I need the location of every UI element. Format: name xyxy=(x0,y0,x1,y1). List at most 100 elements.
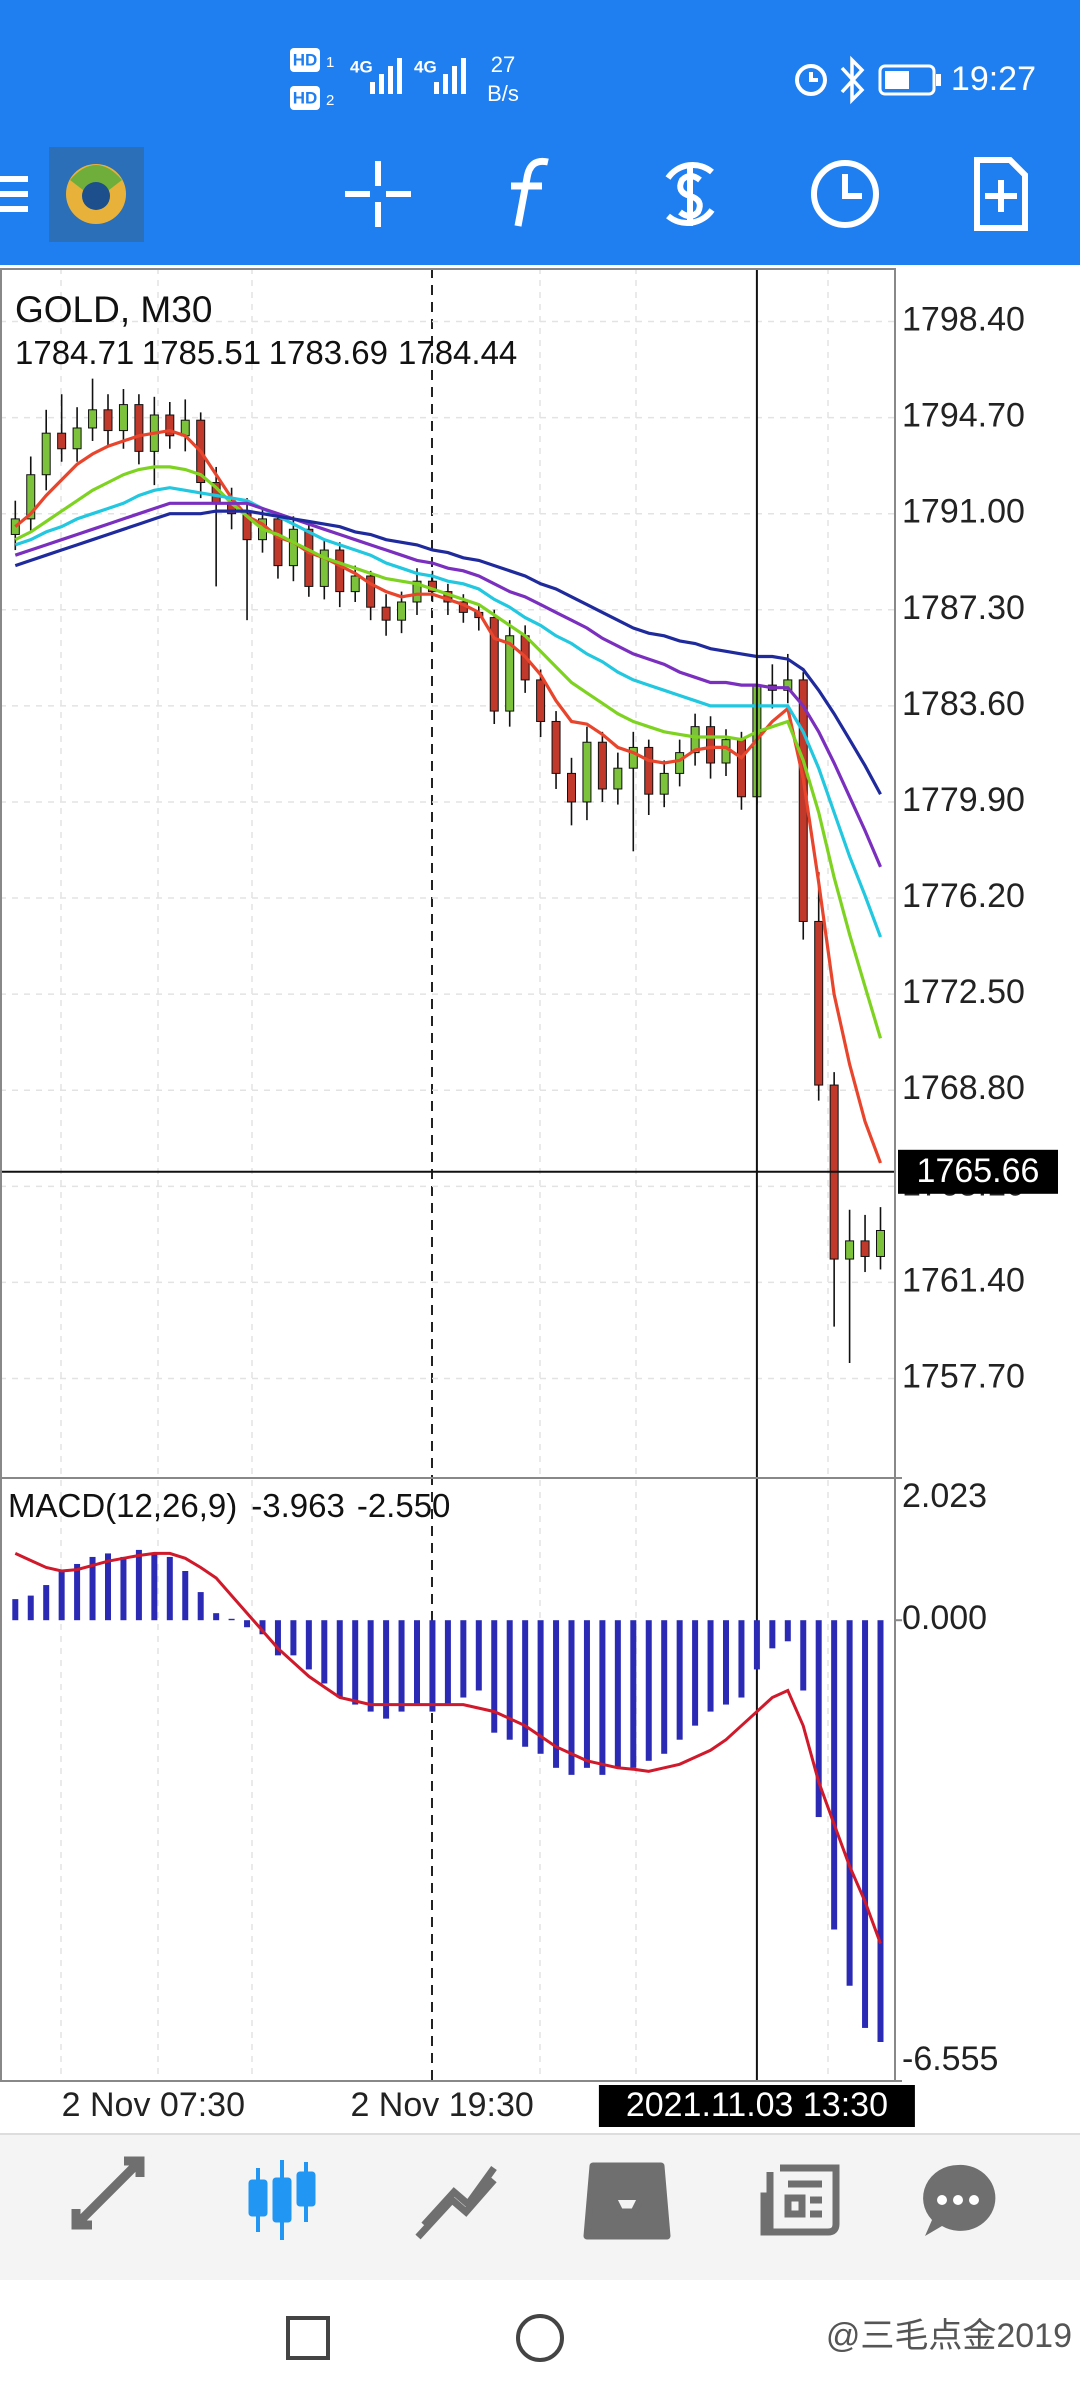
candle-body xyxy=(783,679,793,691)
trade-button[interactable] xyxy=(665,162,715,226)
candle-body xyxy=(845,1240,855,1260)
macd-bar xyxy=(444,1620,451,1705)
macd-bar xyxy=(274,1620,281,1656)
macd-bar xyxy=(614,1620,621,1768)
ohlc-value: 1785.51 xyxy=(142,334,260,371)
y-tick-label: 0.000 xyxy=(902,1599,987,1637)
macd-bar xyxy=(815,1620,822,1818)
y-tick-label: 1783.60 xyxy=(902,685,1025,723)
plot-layer: 1798.40 1794.70 1791.00 1787.30 1783.60 1779.… xyxy=(0,268,1058,2127)
app-bar xyxy=(0,0,1080,265)
history-tab[interactable] xyxy=(583,2162,671,2240)
candle-body xyxy=(597,741,607,790)
macd-bar xyxy=(290,1620,297,1656)
macd-bar xyxy=(645,1620,652,1761)
y-tick-label: 1779.90 xyxy=(902,781,1025,819)
sim-badge xyxy=(290,86,320,110)
clock: 19:27 xyxy=(951,60,1036,98)
status-bar: HD 1 HD 2 4G 4G 27 B/s 19:27 xyxy=(290,48,1036,110)
macd-bar xyxy=(429,1620,436,1712)
macd-bar xyxy=(568,1620,575,1775)
y-tick-label: 1787.30 xyxy=(902,589,1025,627)
macd-bar xyxy=(89,1556,96,1621)
candle-body xyxy=(721,739,731,764)
chart-background xyxy=(0,268,1080,2134)
candle-body xyxy=(242,513,252,541)
app-logo[interactable] xyxy=(49,147,144,242)
candle-body xyxy=(41,432,51,476)
chart-tab[interactable] xyxy=(248,2160,316,2240)
macd-bar xyxy=(244,1620,251,1628)
macd-bar xyxy=(197,1592,204,1621)
network-label: 4G xyxy=(414,57,437,76)
recents-button[interactable] xyxy=(286,2316,330,2360)
battery-icon xyxy=(878,64,941,96)
macd-bar xyxy=(182,1571,189,1621)
crosshair-button[interactable] xyxy=(345,161,411,227)
candle-body xyxy=(134,404,144,452)
speed-value: 27 xyxy=(491,52,515,77)
x-tick-label: 2 Nov 19:30 xyxy=(350,2086,533,2124)
candle-body xyxy=(582,741,592,803)
candle-body xyxy=(675,752,685,774)
macd-bar xyxy=(460,1620,467,1698)
signal-value: -2.550 xyxy=(357,1487,451,1524)
indicator-name: MACD(12,26,9) xyxy=(8,1487,237,1524)
macd-bar xyxy=(522,1620,529,1747)
alarm-icon xyxy=(795,64,827,96)
chart-title: GOLD, M30 xyxy=(15,289,212,330)
y-tick-label: 1794.70 xyxy=(902,397,1025,435)
y-tick-label: 2.023 xyxy=(902,1477,987,1515)
candle-body xyxy=(88,409,98,429)
time-label-box xyxy=(598,2085,915,2127)
y-tick-label: 1761.40 xyxy=(902,1261,1025,1299)
new-order-button[interactable] xyxy=(974,157,1028,231)
macd-bar xyxy=(12,1599,19,1621)
macd-bar xyxy=(352,1620,359,1705)
chat-tab[interactable] xyxy=(923,2164,996,2236)
trade-tab[interactable] xyxy=(415,2165,497,2240)
macd-bar xyxy=(120,1556,127,1621)
candle-body xyxy=(304,528,314,587)
macd-bar xyxy=(58,1571,65,1621)
vertical-grid xyxy=(60,268,829,2081)
quotes-tab[interactable] xyxy=(71,2156,145,2230)
moving-average xyxy=(14,509,882,795)
y-tick-label: 1768.80 xyxy=(902,1069,1025,1107)
macd-bar xyxy=(583,1620,590,1768)
y-tick-label: 1776.20 xyxy=(902,877,1025,915)
x-tick-label: 2 Nov 07:30 xyxy=(62,2086,245,2124)
moving-average xyxy=(14,501,882,868)
macd-bar xyxy=(228,1618,235,1621)
candle-body xyxy=(860,1240,870,1257)
toolbar xyxy=(0,147,1028,242)
macd-bar xyxy=(43,1585,50,1621)
macd-bar xyxy=(213,1613,220,1621)
candle-body xyxy=(736,739,746,798)
candle-body xyxy=(567,772,576,803)
candle-body xyxy=(335,549,345,593)
sim-number: 2 xyxy=(326,92,334,109)
candle-body xyxy=(397,601,407,621)
period-button[interactable] xyxy=(811,160,879,228)
menu-button[interactable] xyxy=(0,176,28,212)
macd-bar xyxy=(723,1620,729,1705)
macd-bar xyxy=(676,1620,683,1740)
candle-body xyxy=(613,767,623,790)
candle-body xyxy=(381,606,391,621)
candle-body xyxy=(273,518,283,567)
indicators-button[interactable] xyxy=(511,157,549,227)
sim-badge xyxy=(290,48,320,72)
sim-number: 1 xyxy=(326,54,334,71)
news-tab[interactable] xyxy=(760,2164,840,2236)
home-button[interactable] xyxy=(516,2314,564,2362)
moving-average xyxy=(14,486,882,938)
signal-line xyxy=(14,1551,882,1945)
macd-bar xyxy=(491,1620,498,1733)
candle-body xyxy=(489,617,499,712)
y-tick-label: 1791.00 xyxy=(902,493,1025,531)
y-tick-label: 1757.70 xyxy=(902,1358,1025,1396)
ohlc-readout: 1784.71 1785.51 1783.69 1784.44 xyxy=(15,334,517,371)
ohlc-value: 1784.71 xyxy=(15,334,133,371)
price-label-box xyxy=(898,1149,1058,1194)
